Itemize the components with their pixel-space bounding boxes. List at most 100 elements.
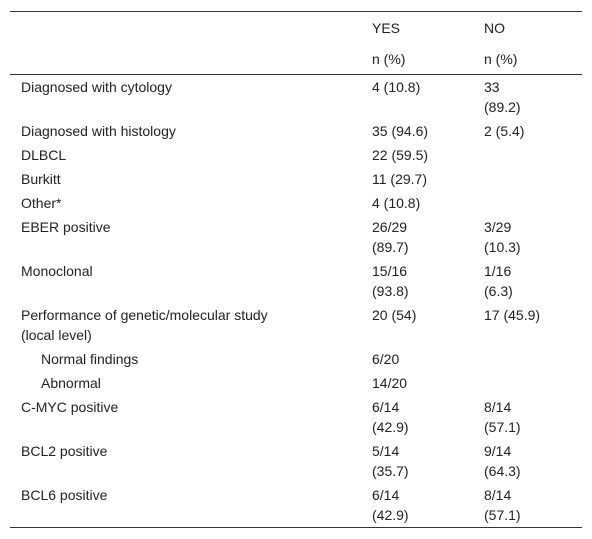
row-label: Other* <box>10 191 361 215</box>
value-cell <box>473 371 582 395</box>
header-cell: NO <box>484 19 505 36</box>
cell-line: Performance of genetic/molecular study <box>21 307 268 323</box>
row-label: Monoclonal <box>10 259 361 303</box>
cell-line: 6/14 <box>372 487 400 503</box>
cell-line: 2 (5.4) <box>484 123 525 139</box>
header-cell: n (%) <box>372 50 406 67</box>
cell-line: C-MYC positive <box>21 399 119 415</box>
value-cell: 6/20 <box>361 347 473 371</box>
row-label: DLBCL <box>10 143 361 167</box>
cell-line: (42.9) <box>372 507 409 523</box>
table-row: Abnormal 14/20 <box>10 371 582 395</box>
header-cell <box>10 12 361 44</box>
cell-line: Other* <box>21 195 62 211</box>
table-row: EBER positive 26/29 (89.7) 3/29 (10.3) <box>10 215 582 259</box>
row-label: Abnormal <box>10 371 361 395</box>
table-row: C-MYC positive 6/14 (42.9) 8/14 (57.1) <box>10 395 582 439</box>
cell-line: (57.1) <box>484 419 521 435</box>
value-cell: 9/14 (64.3) <box>473 439 582 483</box>
cell-line: Burkitt <box>21 171 61 187</box>
row-label: BCL6 positive <box>10 483 361 528</box>
cell-line: 6/20 <box>372 351 400 367</box>
cell-line: (89.7) <box>372 239 409 255</box>
table-row: Burkitt 11 (29.7) <box>10 167 582 191</box>
table-row: BCL6 positive 6/14 (42.9) 8/14 (57.1) <box>10 483 582 528</box>
value-cell: 17 (45.9) <box>473 303 582 347</box>
table-row: Monoclonal 15/16 (93.8) 1/16 (6.3) <box>10 259 582 303</box>
row-label: EBER positive <box>10 215 361 259</box>
cell-line: DLBCL <box>21 147 67 163</box>
value-cell <box>473 167 582 191</box>
cell-line: 20 (54) <box>372 307 417 323</box>
table-header: YES NO n (%) n (%) <box>10 11 582 75</box>
table-row: Normal findings 6/20 <box>10 347 582 371</box>
cell-line: 15/16 <box>372 263 408 279</box>
cell-line: (local level) <box>21 327 92 343</box>
header-cell: YES <box>372 19 401 36</box>
cell-line: Monoclonal <box>21 263 93 279</box>
value-cell: 26/29 (89.7) <box>361 215 473 259</box>
cell-line: Diagnosed with cytology <box>21 79 172 95</box>
table-row: Performance of genetic/molecular study (l… <box>10 303 582 347</box>
value-cell: 6/14 (42.9) <box>361 395 473 439</box>
cell-line: 9/14 <box>484 443 512 459</box>
header-cell: n (%) <box>484 50 518 67</box>
value-cell <box>473 191 582 215</box>
cell-line: 1/16 <box>484 263 512 279</box>
data-table: YES NO n (%) n (%) Diagnosed with cytolo… <box>10 11 582 528</box>
cell-line: 22 (59.5) <box>372 147 429 163</box>
cell-line: 3/29 <box>484 219 512 235</box>
value-cell: 3/29 (10.3) <box>473 215 582 259</box>
table-row: DLBCL 22 (59.5) <box>10 143 582 167</box>
row-label: Diagnosed with cytology <box>10 75 361 120</box>
cell-line: 4 (10.8) <box>372 79 421 95</box>
row-label: Normal findings <box>10 347 361 371</box>
cell-line: (10.3) <box>484 239 521 255</box>
value-cell: 33 (89.2) <box>473 75 582 120</box>
table-body: Diagnosed with cytology 4 (10.8) 33 (89.2) D… <box>10 75 582 528</box>
row-label: Performance of genetic/molecular study (l… <box>10 303 361 347</box>
row-label: Diagnosed with histology <box>10 119 361 143</box>
cell-line: (93.8) <box>372 283 409 299</box>
cell-line: EBER positive <box>21 219 111 235</box>
value-cell <box>473 143 582 167</box>
value-cell: 14/20 <box>361 371 473 395</box>
cell-line: 8/14 <box>484 399 512 415</box>
row-label: Burkitt <box>10 167 361 191</box>
cell-line: 5/14 <box>372 443 400 459</box>
value-cell: 6/14 (42.9) <box>361 483 473 528</box>
value-cell: 5/14 (35.7) <box>361 439 473 483</box>
value-cell: 1/16 (6.3) <box>473 259 582 303</box>
cell-line: 26/29 <box>372 219 408 235</box>
value-cell: 11 (29.7) <box>361 167 473 191</box>
table-row: Diagnosed with histology 35 (94.6) 2 (5.4) <box>10 119 582 143</box>
cell-line: (64.3) <box>484 463 521 479</box>
cell-line: 17 (45.9) <box>484 307 541 323</box>
table-row: Diagnosed with cytology 4 (10.8) 33 (89.2) <box>10 75 582 120</box>
cell-line: (6.3) <box>484 283 513 299</box>
cell-line: Abnormal <box>41 375 101 391</box>
value-cell: 8/14 (57.1) <box>473 395 582 439</box>
cell-line: 35 (94.6) <box>372 123 429 139</box>
cell-line: 8/14 <box>484 487 512 503</box>
value-cell: 20 (54) <box>361 303 473 347</box>
cell-line: 4 (10.8) <box>372 195 421 211</box>
cell-line: 33 <box>484 79 500 95</box>
header-cell <box>10 43 361 75</box>
value-cell: 15/16 (93.8) <box>361 259 473 303</box>
cell-line: (57.1) <box>484 507 521 523</box>
cell-line: Diagnosed with histology <box>21 123 176 139</box>
cell-line: Normal findings <box>41 351 139 367</box>
cell-line: 14/20 <box>372 375 408 391</box>
row-label: BCL2 positive <box>10 439 361 483</box>
cell-line: BCL6 positive <box>21 487 108 503</box>
value-cell: 8/14 (57.1) <box>473 483 582 528</box>
value-cell: 4 (10.8) <box>361 75 473 120</box>
cell-line: BCL2 positive <box>21 443 108 459</box>
value-cell: 35 (94.6) <box>361 119 473 143</box>
value-cell <box>473 347 582 371</box>
cell-line: (42.9) <box>372 419 409 435</box>
cell-line: 6/14 <box>372 399 400 415</box>
table-row: BCL2 positive 5/14 (35.7) 9/14 (64.3) <box>10 439 582 483</box>
